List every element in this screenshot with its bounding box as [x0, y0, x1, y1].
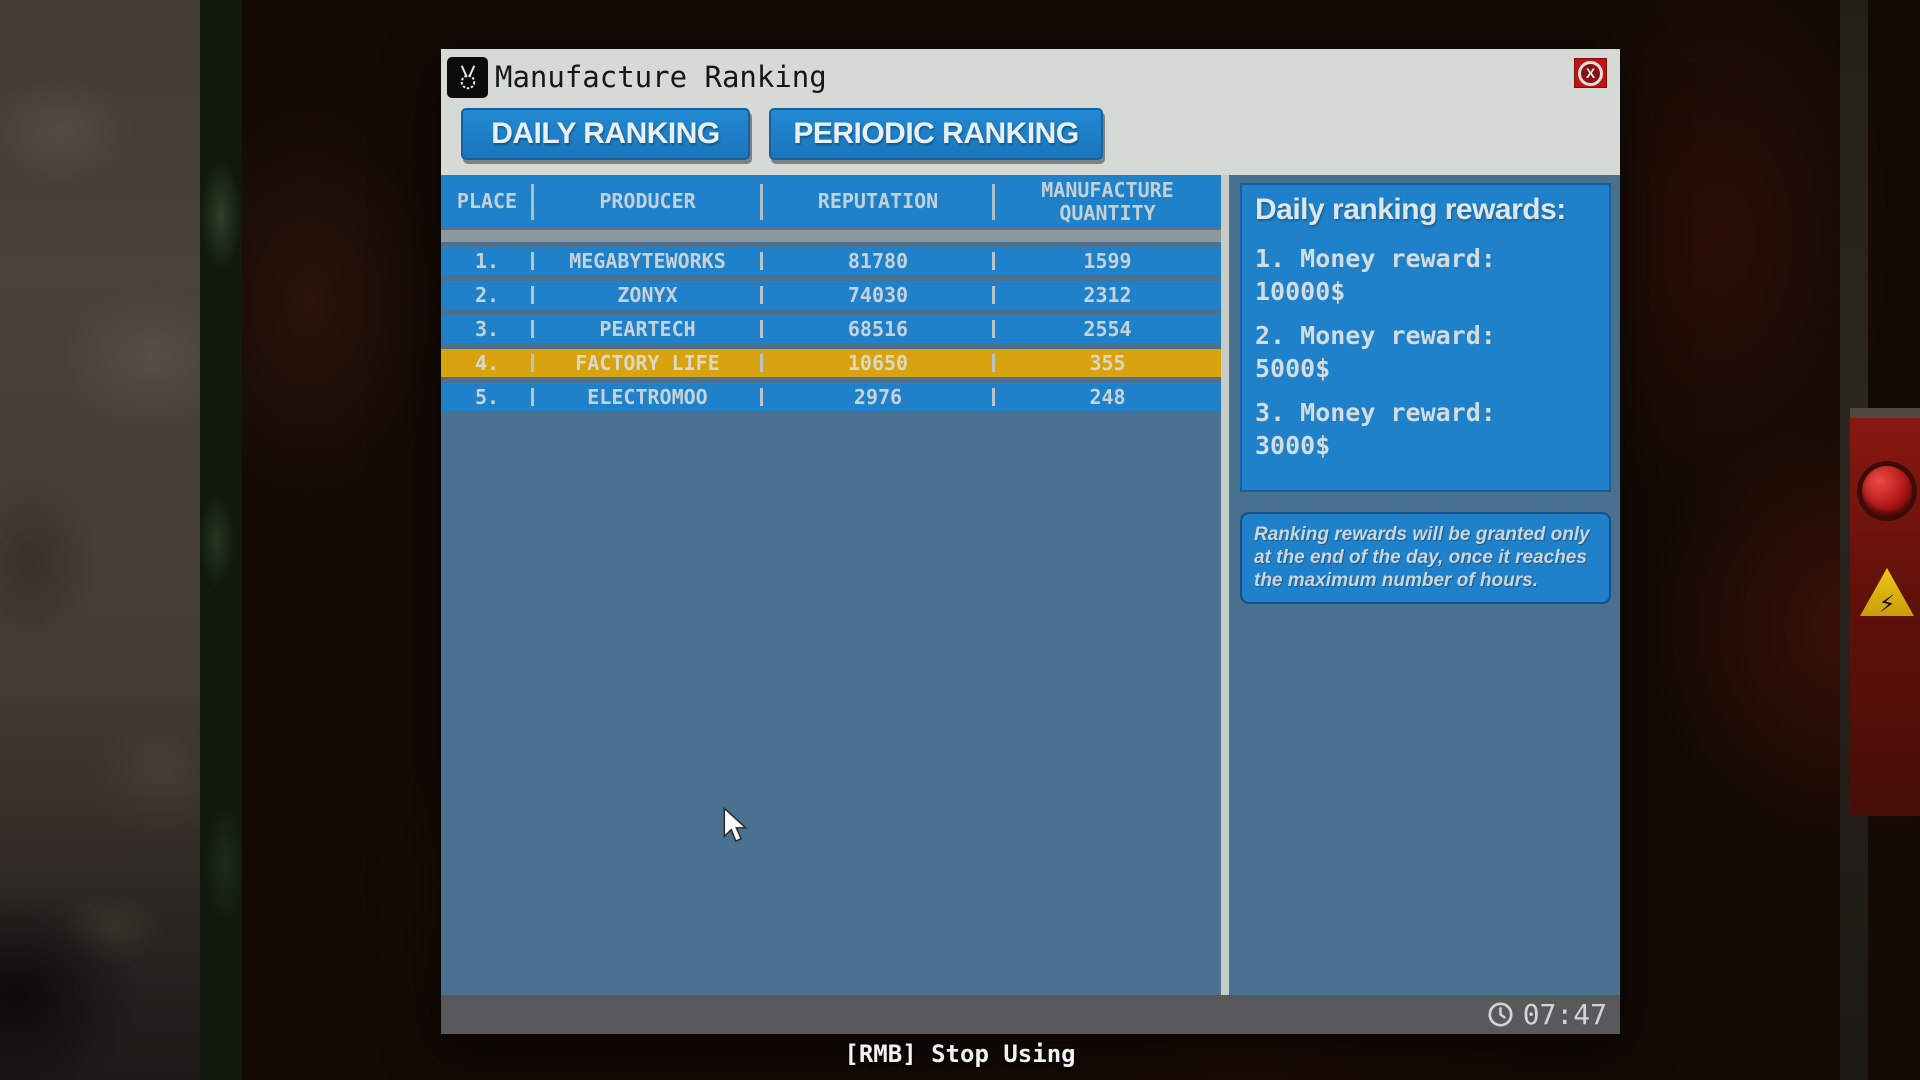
rewards-heading: Daily ranking rewards:	[1255, 193, 1566, 226]
rewards-box: Daily ranking rewards: 1. Money reward: …	[1240, 183, 1611, 492]
table-row: 4. FACTORY LIFE 10650 355	[441, 349, 1221, 377]
column-divider	[760, 354, 763, 372]
column-divider	[992, 286, 995, 304]
game-time: 07:47	[1522, 998, 1607, 1031]
cell-reputation: 68516	[847, 317, 909, 341]
reward-label: 2. Money reward:	[1255, 321, 1496, 350]
column-divider	[760, 388, 763, 406]
column-divider	[531, 388, 534, 406]
cell-producer: ELECTROMOO	[587, 385, 708, 409]
close-icon: X	[1578, 60, 1603, 86]
column-header-producer: PRODUCER	[599, 189, 696, 213]
rmb-hint: [RMB] Stop Using	[844, 1040, 1076, 1068]
reward-item: 2. Money reward: 5000$	[1255, 320, 1597, 385]
table-row: 1. MEGABYTEWORKS 81780 1599	[441, 247, 1221, 275]
medal-icon	[447, 56, 488, 98]
reward-item: 1. Money reward: 10000$	[1255, 243, 1597, 308]
column-divider	[531, 320, 534, 338]
close-button[interactable]: X	[1574, 58, 1607, 88]
cell-place: 2.	[474, 283, 500, 307]
reward-value: 5000$	[1255, 353, 1331, 383]
cell-quantity: 2312	[1083, 283, 1132, 307]
table-header-row: PLACE PRODUCER REPUTATION MANUFACTURE QU…	[441, 175, 1221, 228]
column-divider	[531, 286, 534, 304]
mossy-strip-texture	[200, 0, 242, 1080]
table-row: 5. ELECTROMOO 2976 248	[441, 383, 1221, 411]
reward-label: 1. Money reward:	[1255, 244, 1496, 273]
cell-producer: PEARTECH	[599, 317, 696, 341]
tab-periodic-ranking[interactable]: PERIODIC RANKING	[769, 108, 1103, 160]
column-divider	[531, 354, 534, 372]
column-divider	[992, 354, 995, 372]
column-divider	[992, 388, 995, 406]
rewards-list: 1. Money reward: 10000$ 2. Money reward:…	[1255, 243, 1597, 462]
column-header-reputation: REPUTATION	[817, 189, 939, 213]
column-divider	[760, 184, 763, 220]
column-divider	[992, 184, 995, 220]
reward-value: 10000$	[1255, 276, 1346, 306]
cell-quantity: 248	[1089, 385, 1126, 409]
reward-value: 3000$	[1255, 430, 1331, 460]
cell-quantity: 355	[1089, 351, 1126, 375]
title-bar: Manufacture Ranking X	[441, 49, 1620, 105]
table-body: 1. MEGABYTEWORKS 81780 1599 2. ZONYX 740…	[441, 247, 1221, 417]
cell-producer: FACTORY LIFE	[575, 351, 720, 375]
red-machine-panel: ⚡	[1850, 408, 1920, 816]
window-content: PLACE PRODUCER REPUTATION MANUFACTURE QU…	[441, 175, 1620, 995]
cell-reputation: 10650	[847, 351, 909, 375]
cell-place: 5.	[474, 385, 500, 409]
tab-daily-ranking[interactable]: DAILY RANKING	[461, 108, 750, 160]
column-divider	[760, 252, 763, 270]
mouse-cursor-icon	[722, 806, 748, 847]
cell-place: 3.	[474, 317, 500, 341]
rewards-note: Ranking rewards will be granted only at …	[1240, 512, 1611, 604]
column-divider	[760, 320, 763, 338]
cell-place: 1.	[474, 249, 500, 273]
cell-place: 4.	[474, 351, 500, 375]
rock-wall-texture	[0, 0, 202, 1080]
column-divider	[531, 252, 534, 270]
reward-label: 3. Money reward:	[1255, 398, 1496, 427]
machine-red-button-icon	[1862, 466, 1912, 516]
table-row: 2. ZONYX 74030 2312	[441, 281, 1221, 309]
reward-item: 3. Money reward: 3000$	[1255, 397, 1597, 462]
column-divider	[992, 252, 995, 270]
cell-producer: MEGABYTEWORKS	[569, 249, 726, 273]
cell-quantity: 2554	[1083, 317, 1132, 341]
column-header-place: PLACE	[456, 189, 518, 213]
ranking-tabs: DAILY RANKING PERIODIC RANKING	[441, 105, 1620, 160]
rewards-panel: Daily ranking rewards: 1. Money reward: …	[1229, 175, 1620, 995]
table-row: 3. PEARTECH 68516 2554	[441, 315, 1221, 343]
clock-icon	[1488, 1002, 1513, 1027]
cell-reputation: 74030	[847, 283, 909, 307]
manufacture-ranking-window: Manufacture Ranking X DAILY RANKING PERI…	[441, 49, 1620, 1034]
cell-reputation: 81780	[847, 249, 909, 273]
cell-quantity: 1599	[1083, 249, 1132, 273]
hazard-warning-icon: ⚡	[1860, 568, 1914, 616]
cell-producer: ZONYX	[617, 283, 678, 307]
column-divider	[992, 320, 995, 338]
column-divider	[760, 286, 763, 304]
ranking-table: PLACE PRODUCER REPUTATION MANUFACTURE QU…	[441, 175, 1221, 995]
column-divider	[531, 184, 534, 220]
column-header-quantity: MANUFACTURE QUANTITY	[1041, 177, 1174, 225]
panel-divider	[1221, 175, 1229, 995]
cell-reputation: 2976	[853, 385, 903, 409]
window-title: Manufacture Ranking	[495, 60, 827, 94]
status-bar: 07:47	[441, 995, 1620, 1034]
header-separator	[441, 228, 1221, 242]
